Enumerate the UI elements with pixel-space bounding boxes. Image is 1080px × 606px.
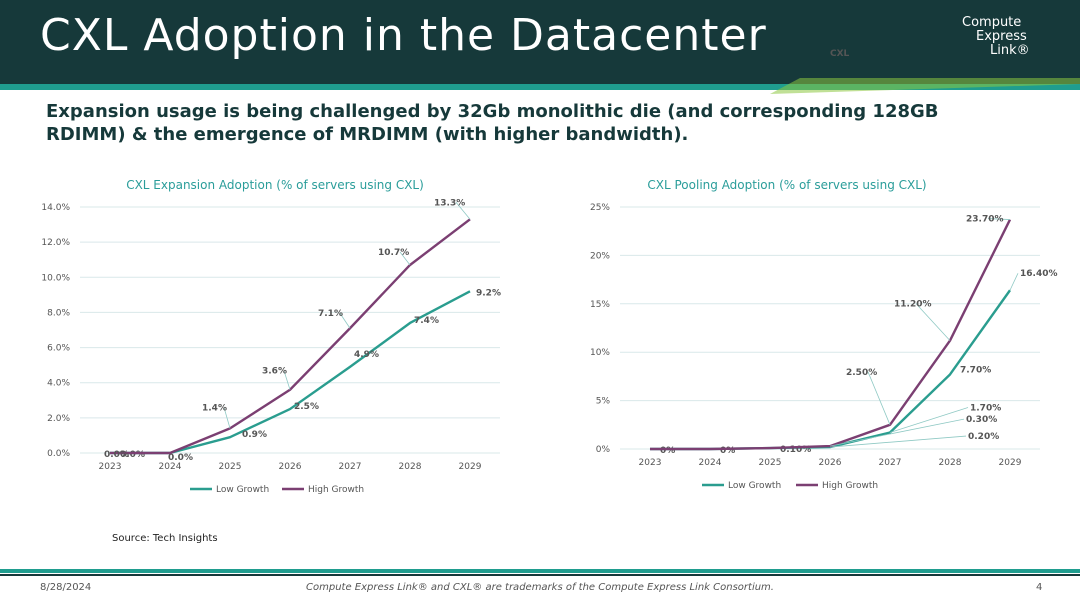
cxl-logo-mark-icon: CXL — [830, 49, 850, 59]
footer-date: 8/28/2024 — [40, 582, 92, 593]
series-line-high-growth — [650, 219, 1012, 451]
expansion-adoption-chart: 0.0% 2.0% 4.0% 6.0% 8.0% 10.0% 12.0% 14.0% 2023 2… — [41, 198, 501, 495]
legend-label: High Growth — [308, 485, 364, 495]
series-line-low-growth — [650, 289, 1011, 451]
pooling-adoption-chart: 0% 5% 10% 15% 20% 25% 2023 2024 2025 2026 2027 2028… — [590, 203, 1058, 491]
label-leader-line — [889, 407, 969, 433]
legend-label: Low Growth — [728, 481, 781, 491]
data-label: 10.7% — [378, 248, 409, 258]
data-label: 0.10% — [780, 445, 811, 455]
label-leader-line — [223, 407, 231, 429]
page-title: CXL Adoption in the Datacenter — [40, 10, 767, 61]
y-tick-label: 25% — [590, 203, 610, 213]
y-tick-label: 10.0% — [41, 273, 70, 283]
x-tick-label: 2029 — [999, 458, 1022, 468]
y-tick-label: 8.0% — [47, 308, 70, 318]
data-label: 7.1% — [318, 309, 343, 319]
y-tick-label: 10% — [590, 348, 610, 358]
data-label: 1.4% — [202, 403, 227, 413]
header-stripe — [0, 84, 1080, 90]
slide-subtitle: Expansion usage is being challenged by 3… — [46, 101, 939, 145]
data-label: 9.2% — [476, 288, 501, 298]
data-label: 0.9% — [242, 430, 267, 440]
legend-label: High Growth — [822, 481, 878, 491]
data-label: 7.70% — [960, 365, 991, 375]
data-label: 13.3% — [434, 198, 465, 208]
trademark-note: Compute Express Link® and CXL® are trade… — [306, 582, 774, 593]
footer-line-dark — [0, 574, 1080, 576]
logo-wordmark: Compute Express Link® — [962, 15, 1030, 58]
data-label: 2.5% — [294, 402, 319, 412]
header-bar — [0, 0, 1080, 84]
data-label: 0% — [660, 446, 675, 456]
data-label: 16.40% — [1020, 269, 1058, 279]
data-label: 0.0% — [120, 450, 145, 460]
data-label: 4.9% — [354, 350, 379, 360]
page-number: 4 — [1036, 582, 1043, 593]
y-tick-label: 14.0% — [41, 203, 70, 213]
label-leader-line — [455, 202, 471, 220]
x-tick-label: 2029 — [459, 462, 482, 472]
chart-title-pooling: CXL Pooling Adoption (% of servers using… — [647, 178, 927, 192]
source-note: Source: Tech Insights — [112, 533, 218, 544]
x-tick-label: 2024 — [159, 462, 182, 472]
label-leader-line — [399, 251, 411, 266]
footer-line — [0, 569, 1080, 573]
data-label: 3.6% — [262, 367, 287, 377]
data-label: 0.0% — [168, 453, 193, 463]
chart-title-expansion: CXL Expansion Adoption (% of servers usi… — [126, 178, 424, 192]
legend-label: Low Growth — [216, 485, 269, 495]
x-tick-label: 2027 — [879, 458, 902, 468]
y-tick-label: 15% — [590, 300, 610, 310]
data-label: 1.70% — [970, 404, 1001, 414]
label-leader-line — [829, 418, 965, 447]
x-tick-label: 2028 — [939, 458, 962, 468]
label-leader-line — [283, 370, 291, 390]
y-tick-label: 4.0% — [47, 379, 70, 389]
data-label: 0.0% — [104, 450, 129, 460]
data-label: 23.70% — [966, 215, 1004, 225]
label-leader-line — [339, 313, 351, 329]
x-tick-label: 2026 — [279, 462, 302, 472]
data-label: 7.4% — [414, 316, 439, 326]
data-label: 0.20% — [968, 432, 999, 442]
data-label: 0.30% — [966, 415, 997, 425]
label-leader-line — [829, 435, 967, 448]
y-tick-label: 20% — [590, 251, 610, 261]
data-label: 2.50% — [846, 368, 877, 378]
x-tick-label: 2028 — [399, 462, 422, 472]
x-tick-label: 2025 — [759, 458, 782, 468]
y-tick-label: 0% — [596, 445, 611, 455]
y-tick-label: 12.0% — [41, 238, 70, 248]
label-leader-line — [987, 218, 1011, 220]
x-tick-label: 2023 — [99, 462, 122, 472]
label-leader-line — [1009, 273, 1019, 291]
x-tick-label: 2026 — [819, 458, 842, 468]
data-label: 0% — [720, 446, 735, 456]
header-swoosh — [770, 78, 1080, 94]
y-tick-label: 2.0% — [47, 414, 70, 424]
y-tick-label: 6.0% — [47, 344, 70, 354]
label-leader-line — [867, 371, 891, 425]
svg-text:CXL: CXL — [830, 49, 850, 59]
x-tick-label: 2027 — [339, 462, 362, 472]
label-leader-line — [915, 303, 951, 341]
y-tick-label: 0.0% — [47, 449, 70, 459]
x-tick-label: 2024 — [699, 458, 722, 468]
data-label: 11.20% — [894, 300, 932, 310]
y-tick-label: 5% — [596, 397, 611, 407]
x-tick-label: 2023 — [639, 458, 662, 468]
x-tick-label: 2025 — [219, 462, 242, 472]
cxl-logo: CXL Compute Express Link® — [828, 14, 1038, 66]
